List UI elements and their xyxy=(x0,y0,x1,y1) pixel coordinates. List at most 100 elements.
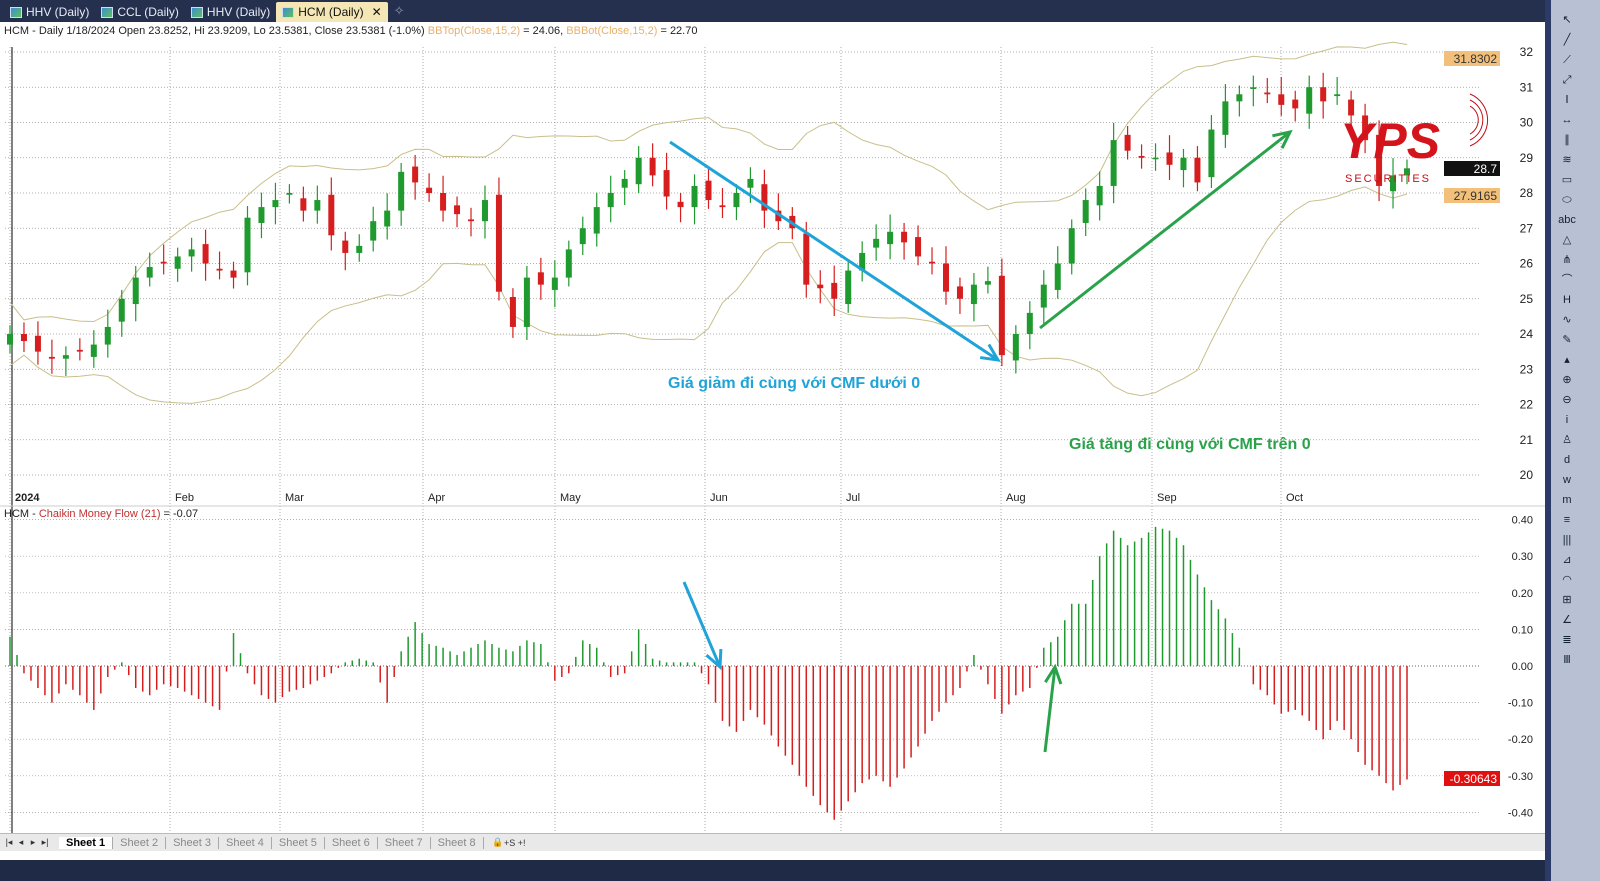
tab-1[interactable]: CCL (Daily) xyxy=(95,2,185,22)
candle-body xyxy=(314,200,321,211)
candle-body xyxy=(1180,157,1187,171)
logo-text: YPS xyxy=(1340,113,1440,169)
zoom-button[interactable]: +! xyxy=(517,837,526,848)
ruler-tool-icon[interactable]: ⊿ xyxy=(1562,554,1572,566)
ellipse-tool-icon[interactable]: ⬭ xyxy=(1562,194,1572,206)
bars-tool-icon[interactable]: ||| xyxy=(1562,534,1572,546)
candle-body xyxy=(1026,312,1033,334)
weekly-tool-icon[interactable]: w xyxy=(1563,474,1571,486)
chart-icon xyxy=(101,6,114,18)
ray-tool-icon[interactable]: ⟋ xyxy=(1563,54,1571,66)
layers-tool-icon[interactable]: ≣ xyxy=(1562,634,1572,646)
candle-body xyxy=(551,277,558,290)
sheet-tab-7[interactable]: Sheet 7 xyxy=(378,836,431,849)
gauge-tool-icon[interactable]: ◠ xyxy=(1562,574,1572,586)
tab-label: HHV (Daily) xyxy=(26,5,90,19)
tab-2[interactable]: HHV (Daily) xyxy=(185,2,276,22)
candle-body xyxy=(1306,87,1313,114)
candle-body xyxy=(719,205,726,208)
candle-body xyxy=(1208,129,1215,178)
segment-tool-icon[interactable]: ⤢ xyxy=(1562,74,1572,86)
next-sheet-button[interactable]: ▸ xyxy=(30,837,36,847)
month-label: Jun xyxy=(710,492,728,504)
parallel-tool-icon[interactable]: ∥ xyxy=(1564,134,1570,146)
candle-body xyxy=(1362,115,1369,141)
candle-body xyxy=(384,210,391,227)
info-tool-icon[interactable]: i xyxy=(1565,414,1569,426)
annotation-price-down: Giá giảm đi cùng với CMF dưới 0 xyxy=(668,375,920,392)
cmf-value-tag-bg xyxy=(1444,771,1500,786)
tab-0[interactable]: HHV (Daily) xyxy=(4,2,95,22)
candle-body xyxy=(831,282,838,299)
candle-body xyxy=(1152,157,1159,160)
close-icon[interactable]: ✕ xyxy=(371,5,382,19)
logo-wave xyxy=(1469,99,1484,141)
candle-body xyxy=(775,210,782,222)
h-tool-icon[interactable]: H xyxy=(1563,294,1571,306)
sheet-tab-3[interactable]: Sheet 3 xyxy=(166,836,219,849)
candle-body xyxy=(188,249,195,257)
triangle-tool-icon[interactable]: △ xyxy=(1562,234,1572,246)
first-sheet-button[interactable]: |◂ xyxy=(5,837,13,847)
pointer-tool-icon[interactable]: ↖ xyxy=(1562,14,1572,26)
bbtop-value-tag-text: 31.8302 xyxy=(1454,52,1498,66)
text-tool-icon[interactable]: abc xyxy=(1558,214,1576,226)
lock-icon[interactable]: 🔒 xyxy=(491,837,504,847)
candle-body xyxy=(537,272,544,285)
candle-body xyxy=(356,245,363,253)
arc-tool-icon[interactable]: ⌒ xyxy=(1561,274,1573,286)
rect-tool-icon[interactable]: ▭ xyxy=(1561,174,1573,186)
bollinger-top xyxy=(9,41,1408,323)
tab-3[interactable]: HCM (Daily) ✕ xyxy=(276,2,388,22)
candle-body xyxy=(1334,94,1341,97)
zoom-in-tool-icon[interactable]: ⊕ xyxy=(1562,374,1572,386)
line-tool-icon[interactable]: ╱ xyxy=(1563,34,1571,46)
sheet-tab-4[interactable]: Sheet 4 xyxy=(219,836,272,849)
zoom-out-tool-icon[interactable]: ⊖ xyxy=(1562,394,1572,406)
pitchfork-tool-icon[interactable]: ⋔ xyxy=(1562,254,1572,266)
chart-window[interactable]: 20 21 22 23 24 25 26 27 28 29 30 31 32 0.40 0.30 0.20 0.… xyxy=(0,22,1545,860)
candle-body xyxy=(1166,152,1173,165)
candle-body xyxy=(118,298,125,322)
candle-body xyxy=(328,194,335,236)
candle-body xyxy=(733,193,740,208)
sheet-tab-5[interactable]: Sheet 5 xyxy=(272,836,325,849)
bbbot-label: BBBot(Close,15,2) xyxy=(566,25,658,37)
chart-canvas[interactable]: 20 21 22 23 24 25 26 27 28 29 30 31 32 0.40 0.30 0.20 0.… xyxy=(0,22,1545,833)
candle-body xyxy=(942,263,949,292)
vline-tool-icon[interactable]: Ⅰ xyxy=(1565,94,1569,106)
wave-tool-icon[interactable]: ∿ xyxy=(1562,314,1572,326)
new-tab-icon[interactable]: ✧ xyxy=(393,3,405,18)
hline-tool-icon[interactable]: ↔ xyxy=(1561,114,1573,126)
scale-button[interactable]: +S xyxy=(503,837,516,848)
hand-tool-icon[interactable]: ♙ xyxy=(1562,434,1572,446)
sheet-tab-8[interactable]: Sheet 8 xyxy=(431,836,484,849)
grid-tool-icon[interactable]: ⊞ xyxy=(1562,594,1572,606)
fib-tool-icon[interactable]: ≋ xyxy=(1562,154,1572,166)
candle-body xyxy=(1068,228,1075,264)
price-tick-label: 30 xyxy=(1520,116,1534,130)
cols-tool-icon[interactable]: Ⅲ xyxy=(1563,654,1571,666)
candle-body xyxy=(803,233,810,285)
scroll-up-tool-icon[interactable]: ▴ xyxy=(1564,354,1570,366)
prev-sheet-button[interactable]: ◂ xyxy=(18,837,24,847)
sheet-tab-6[interactable]: Sheet 6 xyxy=(325,836,378,849)
angle-tool-icon[interactable]: ∠ xyxy=(1562,614,1572,626)
daily-tool-icon[interactable]: d xyxy=(1563,454,1571,466)
monthly-tool-icon[interactable]: m xyxy=(1562,494,1572,506)
sheet-tab-2[interactable]: Sheet 2 xyxy=(113,836,167,849)
month-label: Sep xyxy=(1157,492,1177,504)
candle-body xyxy=(7,334,13,345)
pen-tool-icon[interactable]: ✎ xyxy=(1562,334,1572,346)
cmf-symbol: HCM - xyxy=(4,508,39,520)
annotation-price-up: Giá tăng đi cùng với CMF trên 0 xyxy=(1069,436,1311,453)
yps-logo: YPS SECURITIES xyxy=(1340,93,1489,185)
sheet-tab-1[interactable]: Sheet 1 xyxy=(59,836,114,849)
last-sheet-button[interactable]: ▸| xyxy=(41,837,49,847)
list-tool-icon[interactable]: ≡ xyxy=(1563,514,1571,526)
candle-body xyxy=(398,171,405,211)
candle-body xyxy=(761,184,768,211)
bbbot-value: = 22.70 xyxy=(657,25,698,37)
price-header: HCM - Daily 1/18/2024 Open 23.8252, Hi 2… xyxy=(4,25,697,37)
cmf-tick-label: -0.10 xyxy=(1508,698,1533,710)
